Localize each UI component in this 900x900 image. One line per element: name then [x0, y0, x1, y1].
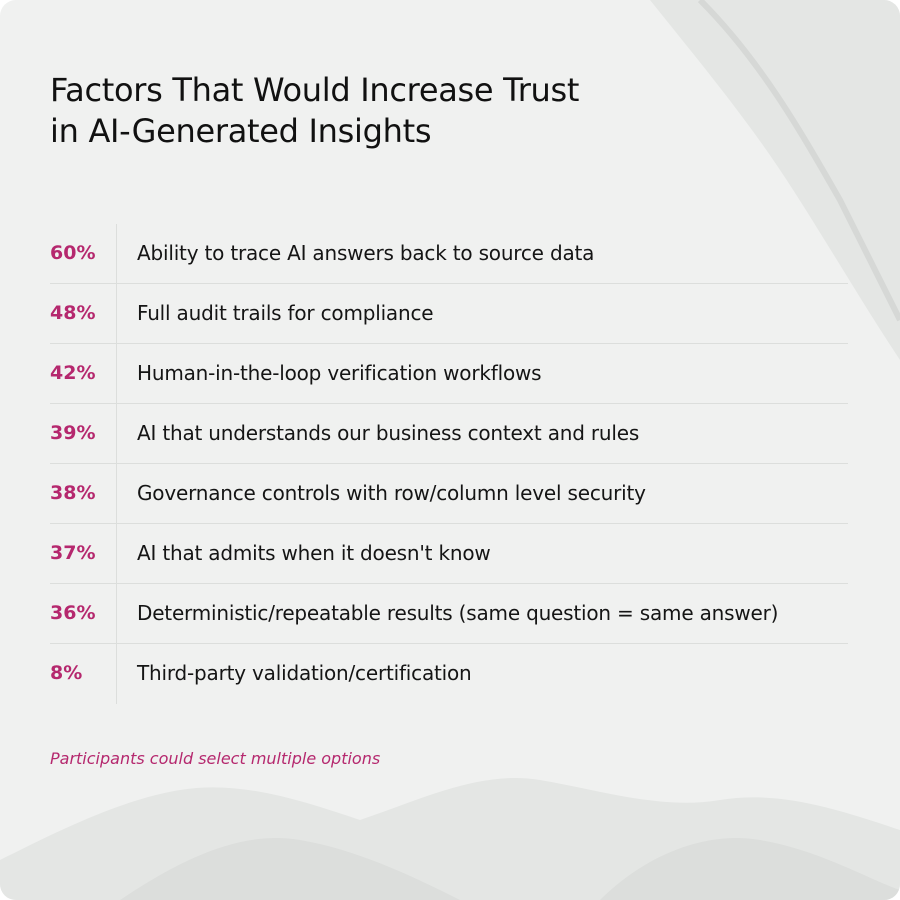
table-row: 38% Governance controls with row/column l… [50, 464, 848, 524]
table-row: 48% Full audit trails for compliance [50, 284, 848, 344]
percentage: 8% [50, 662, 83, 684]
table-row: 39% AI that understands our business cont… [50, 404, 848, 464]
percentage: 36% [50, 602, 96, 624]
factor-label: Governance controls with row/column leve… [137, 481, 646, 505]
factor-label: AI that admits when it doesn't know [137, 541, 491, 565]
footnote: Participants could select multiple optio… [50, 749, 381, 768]
table-row: 37% AI that admits when it doesn't know [50, 524, 848, 584]
percentage: 60% [50, 242, 96, 264]
title-line: in AI-Generated Insights [50, 112, 432, 150]
factor-label: Human-in-the-loop verification workflows [137, 361, 542, 385]
table-row: 60% Ability to trace AI answers back to s… [50, 224, 848, 284]
percentage: 37% [50, 542, 96, 564]
table: 60% Ability to trace AI answers back to s… [50, 224, 848, 704]
factor-label: AI that understands our business context… [137, 421, 640, 445]
table-row: 8% Third-party validation/certification [50, 644, 848, 704]
title-line: Factors That Would Increase Trust [50, 71, 580, 109]
factor-label: Full audit trails for compliance [137, 301, 434, 325]
percentage: 39% [50, 422, 96, 444]
title: Factors That Would Increase Trust in AI-… [50, 70, 579, 152]
percentage: 48% [50, 302, 96, 324]
table-row: 42% Human-in-the-loop verification workfl… [50, 344, 848, 404]
percentage: 38% [50, 482, 96, 504]
table-row: 36% Deterministic/repeatable results (sam… [50, 584, 848, 644]
factor-label: Third-party validation/certification [137, 661, 472, 685]
divider [116, 224, 117, 704]
factor-label: Ability to trace AI answers back to sour… [137, 241, 595, 265]
factor-label: Deterministic/repeatable results (same q… [137, 601, 779, 625]
percentage: 42% [50, 362, 96, 384]
